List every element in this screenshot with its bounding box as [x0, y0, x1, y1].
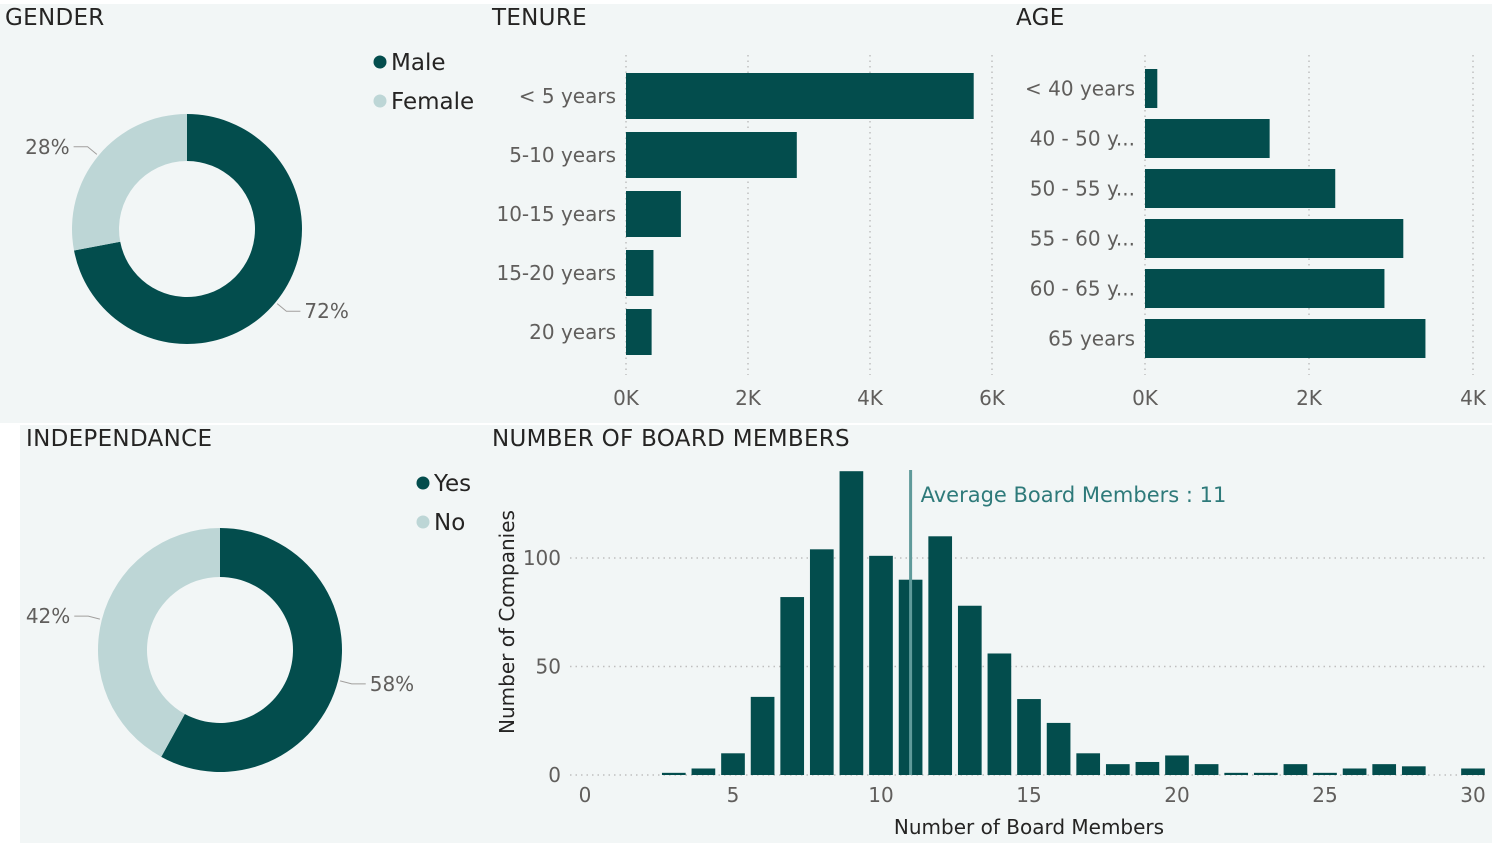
board-y-tick-label-2: 100	[523, 546, 561, 570]
board-bar-27	[1372, 764, 1397, 775]
independance-slice-yes	[161, 528, 342, 772]
tenure-category-label-3: 15-20 years	[496, 261, 616, 285]
gender-legend-marker-female	[373, 94, 387, 108]
age-category-label-0: < 40 years	[1025, 77, 1135, 101]
board-bar-19	[1135, 761, 1160, 775]
board-bar-17	[1076, 753, 1101, 775]
board-bar-4	[691, 768, 716, 775]
board-bar-15	[1017, 699, 1041, 775]
gender-data-label-female: 28%	[25, 135, 69, 159]
tenure-bar-2	[626, 191, 681, 237]
gender-leader-female	[73, 146, 98, 155]
board-bar-22	[1224, 772, 1249, 775]
independance-title: INDEPENDANCE	[26, 426, 213, 452]
board-bar-30	[1461, 768, 1485, 775]
board-bar-28	[1401, 766, 1426, 775]
tenure-tick-label-2: 4K	[857, 386, 884, 410]
tenure-tick-label-3: 6K	[979, 386, 1006, 410]
age-category-label-2: 50 - 55 y...	[1030, 177, 1135, 201]
board-bar-16	[1046, 722, 1071, 775]
tenure-bar-3	[626, 250, 654, 296]
independance-leader-no	[74, 615, 101, 620]
board-bar-21	[1194, 764, 1219, 775]
gender-legend-marker-male	[373, 55, 387, 69]
board-bar-23	[1253, 772, 1278, 775]
board-title: NUMBER OF BOARD MEMBERS	[492, 426, 850, 452]
independance-legend-marker-yes	[416, 476, 430, 490]
board-x-tick-label-2: 10	[868, 783, 893, 807]
independance-data-label-no: 42%	[26, 604, 70, 628]
gender-legend-male: Male	[391, 50, 445, 76]
board-x-tick-label-5: 25	[1312, 783, 1337, 807]
age-bar-0	[1145, 69, 1158, 108]
board-bar-14	[987, 653, 1012, 775]
board-bar-10	[869, 555, 893, 775]
board-bar-18	[1105, 764, 1130, 775]
age-bar-1	[1145, 119, 1270, 158]
gender-data-label-male: 72%	[304, 299, 348, 323]
age-bar-3	[1145, 219, 1404, 258]
board-bar-12	[928, 536, 953, 775]
board-x-tick-label-3: 15	[1016, 783, 1041, 807]
tenure-category-label-2: 10-15 years	[496, 202, 616, 226]
board-average-label: Average Board Members : 11	[921, 483, 1227, 507]
age-category-label-5: 65 years	[1048, 327, 1135, 351]
age-bar-5	[1145, 319, 1426, 358]
gender-title: GENDER	[5, 5, 105, 31]
independance-legend-marker-no	[416, 515, 430, 529]
board-x-tick-label-6: 30	[1460, 783, 1485, 807]
age-bar-4	[1145, 269, 1385, 308]
tenure-category-label-1: 5-10 years	[509, 143, 616, 167]
board-y-tick-label-0: 0	[548, 763, 561, 787]
independance-legend-yes: Yes	[433, 471, 471, 497]
age-category-label-4: 60 - 65 y...	[1030, 277, 1135, 301]
board-x-axis-title: Number of Board Members	[894, 815, 1164, 839]
independance-panel	[20, 425, 482, 843]
board-bar-5	[721, 753, 745, 775]
board-x-tick-label-1: 5	[727, 783, 740, 807]
board-bar-8	[809, 549, 834, 775]
board-y-axis-title: Number of Companies	[495, 510, 519, 734]
board-bar-13	[957, 605, 982, 775]
independance-leader-yes	[339, 680, 366, 685]
tenure-tick-label-0: 0K	[613, 386, 640, 410]
board-y-tick-label-1: 50	[536, 655, 561, 679]
tenure-bar-4	[626, 309, 652, 355]
independance-data-label-yes: 58%	[370, 672, 414, 696]
board-bar-25	[1313, 772, 1337, 775]
independance-slice-no	[97, 528, 220, 757]
board-bar-24	[1283, 764, 1308, 775]
age-category-label-1: 40 - 50 y...	[1030, 127, 1135, 151]
gender-slice-female	[72, 114, 187, 251]
board-bar-20	[1165, 755, 1189, 775]
age-tick-label-1: 2K	[1296, 386, 1323, 410]
board-x-tick-label-4: 20	[1164, 783, 1189, 807]
tenure-tick-label-1: 2K	[735, 386, 762, 410]
board-x-tick-label-0: 0	[579, 783, 592, 807]
age-title: AGE	[1016, 5, 1065, 31]
board-bar-3	[661, 772, 686, 775]
tenure-bar-0	[626, 73, 974, 119]
age-category-label-3: 55 - 60 y...	[1030, 227, 1135, 251]
tenure-category-label-4: 20 years	[529, 320, 616, 344]
age-bar-2	[1145, 169, 1336, 208]
board-bar-7	[780, 597, 805, 775]
gender-legend-female: Female	[391, 89, 474, 115]
board-bar-26	[1342, 768, 1367, 775]
tenure-bar-1	[626, 132, 797, 178]
age-tick-label-2: 4K	[1460, 386, 1487, 410]
tenure-category-label-0: < 5 years	[519, 84, 616, 108]
board-bar-6	[750, 696, 775, 775]
gender-leader-male	[276, 303, 301, 312]
tenure-title: TENURE	[492, 5, 587, 31]
independance-legend-no: No	[434, 510, 465, 536]
board-bar-9	[839, 471, 864, 775]
age-tick-label-0: 0K	[1132, 386, 1159, 410]
gender-slice-male	[74, 114, 303, 345]
